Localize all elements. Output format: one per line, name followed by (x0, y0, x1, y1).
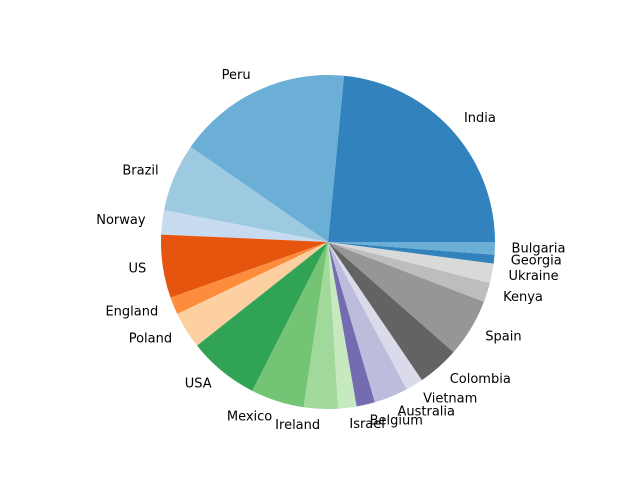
pie-slice-us (160, 234, 328, 298)
pie-slice-colombia (328, 242, 454, 381)
pie-slice-israel (328, 242, 357, 409)
pie-slice-spain (328, 242, 484, 353)
pie-label-mexico: Mexico (227, 410, 272, 425)
pie-label-colombia: Colombia (450, 372, 511, 387)
pie-slice-india (328, 75, 495, 243)
pie-slice-australia (328, 242, 407, 403)
pie-labels: India Peru Brazil Norway US England Poland USA M… (96, 68, 565, 433)
pie-slice-poland (177, 242, 328, 346)
pie-slice-bulgaria (328, 242, 495, 255)
pie-label-us: US (129, 262, 147, 277)
pie-slice-norway (161, 210, 328, 242)
pie-label-vietnam: Vietnam (423, 392, 477, 407)
pie-label-peru: Peru (222, 68, 251, 83)
pie-slice-mexico (252, 242, 328, 408)
pie-label-bulgaria: Bulgaria (512, 242, 566, 257)
pie-label-poland: Poland (129, 332, 172, 347)
pie-slice-ukraine (328, 242, 494, 283)
pie-slice-usa (197, 242, 328, 391)
pie-slice-kenya (328, 242, 490, 302)
pie-slice-england (170, 242, 328, 314)
pie-label-ireland: Ireland (275, 418, 320, 433)
pie-label-india: India (464, 111, 496, 126)
pie-label-belgium: Belgium (370, 413, 423, 428)
pie-slice-vietnam (328, 242, 422, 390)
pie-label-spain: Spain (485, 329, 521, 344)
pie-label-australia: Australia (397, 405, 455, 420)
pie-label-ukraine: Ukraine (508, 269, 558, 284)
pie-slice-ireland (303, 242, 339, 409)
pie-slice-brazil (164, 147, 328, 242)
pie-label-usa: USA (185, 377, 212, 392)
pie-label-norway: Norway (96, 213, 146, 228)
pie-slices (160, 75, 495, 409)
pie-label-georgia: Georgia (511, 253, 562, 268)
pie-label-kenya: Kenya (503, 290, 543, 305)
pie-label-israel: Israel (349, 417, 385, 432)
pie-slice-georgia (328, 242, 495, 264)
pie-label-brazil: Brazil (122, 163, 158, 178)
pie-label-england: England (105, 305, 158, 320)
pie-slice-peru (190, 75, 344, 242)
pie-slice-belgium (328, 242, 375, 407)
